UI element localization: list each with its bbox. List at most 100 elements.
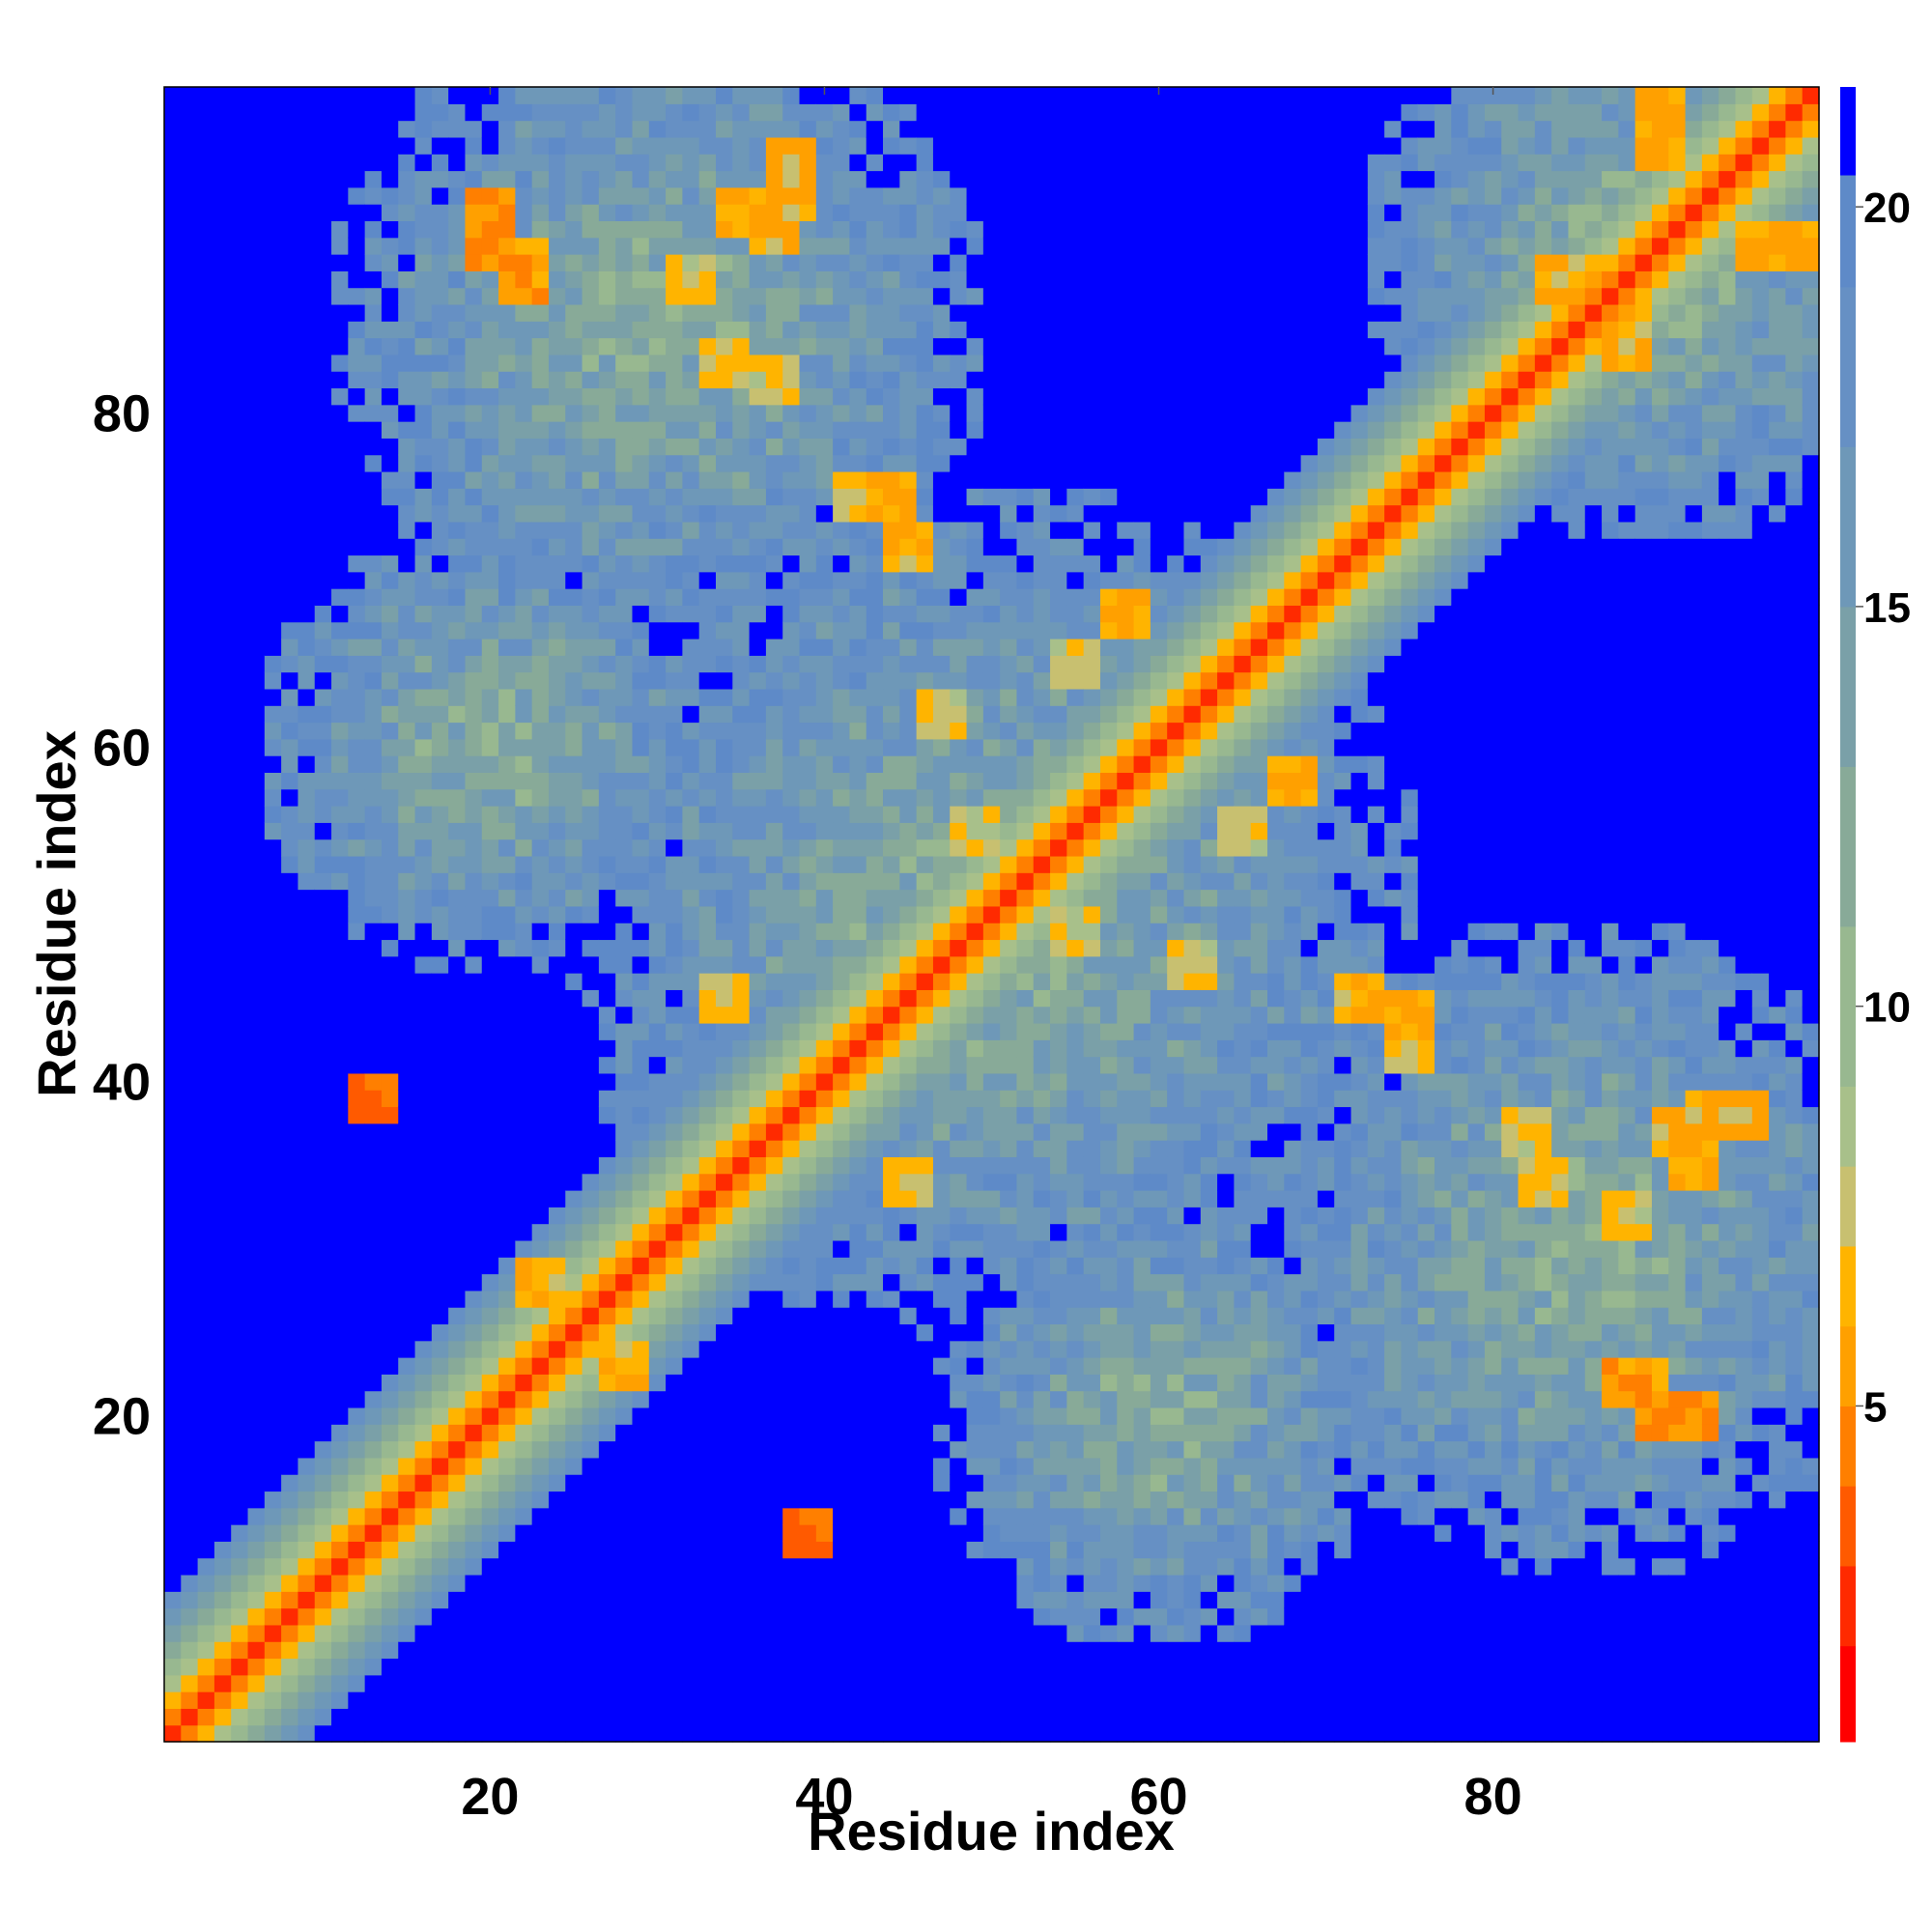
heatmap-cell	[966, 1239, 984, 1258]
heatmap-cell	[548, 806, 566, 823]
heatmap-cell	[213, 1006, 232, 1024]
heatmap-cell	[515, 254, 533, 271]
heatmap-cell	[515, 955, 533, 974]
heatmap-cell	[398, 923, 416, 941]
heatmap-cell	[765, 939, 783, 957]
heatmap-cell	[716, 1239, 733, 1258]
heatmap-cell	[331, 989, 349, 1008]
heatmap-cell	[782, 905, 801, 923]
heatmap-cell	[264, 1106, 282, 1124]
heatmap-cell	[950, 1307, 968, 1325]
heatmap-cell	[531, 1190, 550, 1208]
heatmap-cell	[531, 1674, 550, 1692]
heatmap-cell	[632, 772, 650, 790]
heatmap-cell	[849, 973, 867, 990]
heatmap-cell	[264, 889, 282, 907]
heatmap-cell	[982, 1340, 1001, 1358]
heatmap-cell	[465, 120, 483, 138]
heatmap-cell	[732, 454, 751, 472]
heatmap-cell	[782, 237, 801, 255]
heatmap-cell	[682, 1072, 700, 1091]
heatmap-cell	[765, 1223, 783, 1241]
heatmap-cell	[615, 1641, 634, 1660]
heatmap-cell	[833, 671, 851, 690]
heatmap-cell	[866, 1257, 884, 1275]
heatmap-cell	[582, 1641, 600, 1660]
heatmap-cell	[833, 605, 851, 623]
heatmap-cell	[398, 1257, 416, 1275]
heatmap-cell	[682, 1173, 700, 1191]
heatmap-cell	[648, 1406, 667, 1425]
heatmap-cell	[465, 287, 483, 305]
heatmap-cell	[197, 120, 215, 138]
heatmap-cell	[181, 1724, 199, 1743]
heatmap-cell	[314, 170, 332, 188]
heatmap-cell	[465, 387, 483, 406]
heatmap-cell	[181, 655, 199, 673]
heatmap-cell	[682, 1691, 700, 1709]
heatmap-cell	[982, 1491, 1001, 1509]
heatmap-cell	[765, 254, 783, 271]
heatmap-cell	[348, 120, 366, 138]
heatmap-cell	[632, 1257, 650, 1275]
heatmap-cell	[213, 655, 232, 673]
heatmap-cell	[966, 1122, 984, 1141]
heatmap-cell	[666, 303, 683, 322]
heatmap-cell	[1000, 1257, 1018, 1275]
heatmap-cell	[632, 1440, 650, 1459]
heatmap-cell	[264, 1290, 282, 1308]
heatmap-cell	[331, 755, 349, 774]
heatmap-cell	[548, 120, 566, 138]
heatmap-cell	[481, 1090, 499, 1108]
heatmap-cell	[698, 438, 717, 456]
heatmap-cell	[264, 855, 282, 873]
heatmap-cell	[866, 303, 884, 322]
heatmap-cell	[481, 1491, 499, 1509]
heatmap-cell	[799, 688, 817, 706]
heatmap-cell	[414, 1674, 433, 1692]
heatmap-cell	[833, 806, 851, 823]
heatmap-cell	[598, 120, 616, 138]
heatmap-cell	[1000, 1607, 1018, 1626]
heatmap-cell	[448, 454, 467, 472]
heatmap-cell	[582, 186, 600, 205]
heatmap-cell	[348, 170, 366, 188]
heatmap-cell	[565, 1239, 583, 1258]
heatmap-cell	[666, 1106, 683, 1124]
heatmap-cell	[481, 905, 499, 923]
heatmap-cell	[782, 939, 801, 957]
heatmap-cell	[314, 538, 332, 556]
heatmap-cell	[164, 237, 182, 255]
heatmap-cell	[950, 639, 968, 656]
heatmap-cell	[197, 321, 215, 339]
heatmap-cell	[916, 237, 934, 255]
heatmap-cell	[582, 722, 600, 740]
heatmap-cell	[231, 1607, 249, 1626]
heatmap-cell	[765, 170, 783, 188]
heatmap-cell	[598, 1724, 616, 1743]
heatmap-cell	[197, 838, 215, 857]
heatmap-cell	[732, 1691, 751, 1709]
heatmap-cell	[932, 220, 951, 239]
heatmap-cell	[682, 170, 700, 188]
heatmap-cell	[548, 387, 566, 406]
heatmap-cell	[716, 1440, 733, 1459]
heatmap-cell	[966, 1307, 984, 1325]
heatmap-cell	[398, 1140, 416, 1157]
heatmap-cell	[866, 337, 884, 355]
heatmap-cell	[799, 488, 817, 506]
heatmap-cell	[799, 470, 817, 489]
heatmap-cell	[247, 1307, 266, 1325]
heatmap-cell	[164, 571, 182, 589]
heatmap-cell	[682, 204, 700, 222]
heatmap-cell	[932, 204, 951, 222]
heatmap-cell	[431, 1474, 449, 1492]
heatmap-cell	[716, 103, 733, 122]
heatmap-cell	[899, 303, 918, 322]
heatmap-cell	[765, 772, 783, 790]
heatmap-cell	[448, 1641, 467, 1660]
heatmap-cell	[966, 806, 984, 823]
heatmap-cell	[515, 1424, 533, 1442]
heatmap-cell	[950, 454, 968, 472]
heatmap-cell	[765, 1273, 783, 1292]
